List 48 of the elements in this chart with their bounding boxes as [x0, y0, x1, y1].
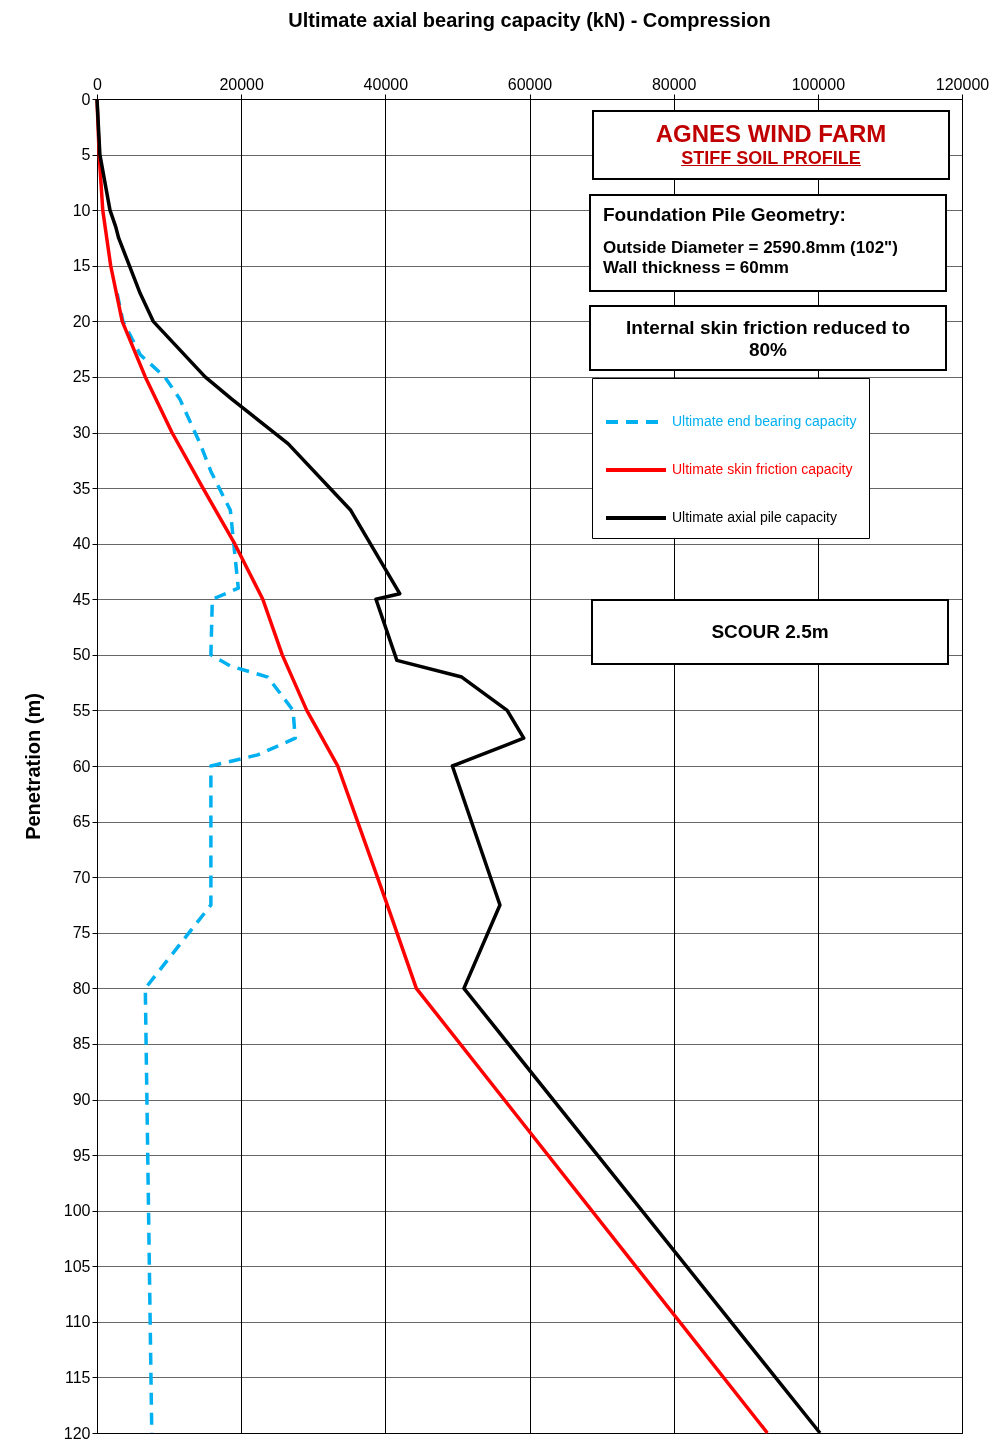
- y-tick-label: 70: [72, 868, 91, 886]
- y-tick-label: 90: [72, 1091, 91, 1108]
- y-tick-label: 85: [72, 1035, 91, 1053]
- legend-label: Ultimate skin friction capacity: [672, 461, 853, 477]
- x-tick-label: 20000: [219, 75, 265, 93]
- y-axis-title: Penetration (m): [21, 693, 44, 840]
- y-tick-label: 115: [64, 1368, 91, 1386]
- y-tick-label: 50: [72, 646, 91, 664]
- note-box: SCOUR 2.5m: [591, 599, 949, 665]
- note-box: AGNES WIND FARM STIFF SOIL PROFILE: [592, 110, 950, 180]
- x-tick-label: 120000: [935, 75, 990, 93]
- annotation: STIFF SOIL PROFILE: [680, 148, 862, 169]
- legend-label: Ultimate end bearing capacity: [672, 413, 857, 429]
- y-tick-label: 10: [72, 201, 91, 219]
- y-tick-label: 35: [72, 479, 91, 497]
- y-tick-label: 45: [72, 590, 91, 608]
- y-tick-label: 120: [63, 1424, 91, 1440]
- x-tick-label: 100000: [791, 75, 846, 93]
- y-tick-label: 65: [72, 813, 91, 831]
- annotation: Outside Diameter = 2590.8mm (102"): [602, 238, 899, 258]
- y-tick-label: 30: [72, 424, 91, 441]
- y-tick-label: 5: [81, 146, 91, 164]
- y-tick-label: 110: [64, 1313, 91, 1331]
- y-tick-label: 95: [72, 1146, 91, 1164]
- x-tick-label: 40000: [363, 75, 409, 93]
- annotation: SCOUR 2.5m: [710, 621, 830, 643]
- y-tick-label: 40: [72, 535, 91, 553]
- chart-title: Ultimate axial bearing capacity (kN) - Compression: [288, 9, 771, 31]
- annotation: AGNES WIND FARM: [654, 120, 888, 148]
- y-tick-label: 25: [72, 368, 91, 386]
- y-tick-label: 0: [81, 90, 91, 108]
- legend-label: Ultimate axial pile capacity: [672, 509, 837, 525]
- y-tick-label: 55: [72, 701, 91, 719]
- x-tick-label: 0: [93, 75, 103, 93]
- note-box: Foundation Pile Geometry: Outside Diameter = 2590.8mm (102") Wall thickness = 60mm: [589, 194, 947, 292]
- y-tick-label: 20: [72, 312, 91, 330]
- x-tick-label: 60000: [507, 75, 553, 93]
- annotation: Foundation Pile Geometry:: [602, 204, 847, 226]
- annotation: Internal skin friction reduced to 80%: [625, 317, 911, 361]
- annotation: Wall thickness = 60mm: [602, 258, 790, 278]
- y-tick-label: 75: [72, 924, 91, 942]
- y-tick-label: 100: [63, 1202, 91, 1220]
- y-tick-label: 60: [72, 757, 91, 775]
- x-tick-label: 80000: [651, 75, 697, 93]
- y-tick-label: 80: [72, 979, 91, 997]
- y-tick-label: 105: [63, 1257, 91, 1275]
- y-tick-label: 15: [72, 257, 91, 275]
- note-box: Internal skin friction reduced to 80%: [589, 305, 947, 371]
